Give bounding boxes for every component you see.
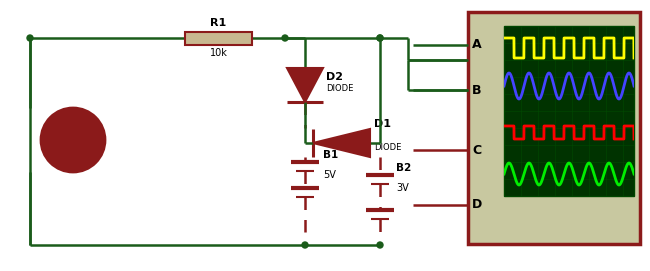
Text: B: B (472, 83, 482, 96)
FancyBboxPatch shape (185, 31, 252, 44)
FancyBboxPatch shape (504, 26, 634, 196)
Circle shape (41, 108, 105, 172)
Text: 5V: 5V (323, 170, 336, 180)
Circle shape (282, 35, 288, 41)
Text: R1: R1 (211, 18, 227, 28)
Text: DIODE: DIODE (374, 143, 402, 152)
Text: D1: D1 (374, 119, 391, 129)
Circle shape (377, 242, 383, 248)
Polygon shape (313, 129, 370, 157)
FancyBboxPatch shape (468, 12, 640, 244)
Polygon shape (287, 68, 323, 102)
Text: B1: B1 (323, 150, 338, 160)
Circle shape (302, 242, 308, 248)
Circle shape (377, 35, 383, 41)
Text: D: D (472, 198, 482, 211)
Text: 3V: 3V (396, 183, 409, 193)
Circle shape (27, 35, 33, 41)
Text: 10k: 10k (209, 47, 228, 57)
Text: B2: B2 (396, 163, 411, 173)
Text: A: A (472, 38, 482, 51)
Text: D2: D2 (326, 72, 343, 82)
Text: C: C (472, 144, 481, 156)
Circle shape (377, 35, 383, 41)
Text: DIODE: DIODE (326, 84, 354, 93)
